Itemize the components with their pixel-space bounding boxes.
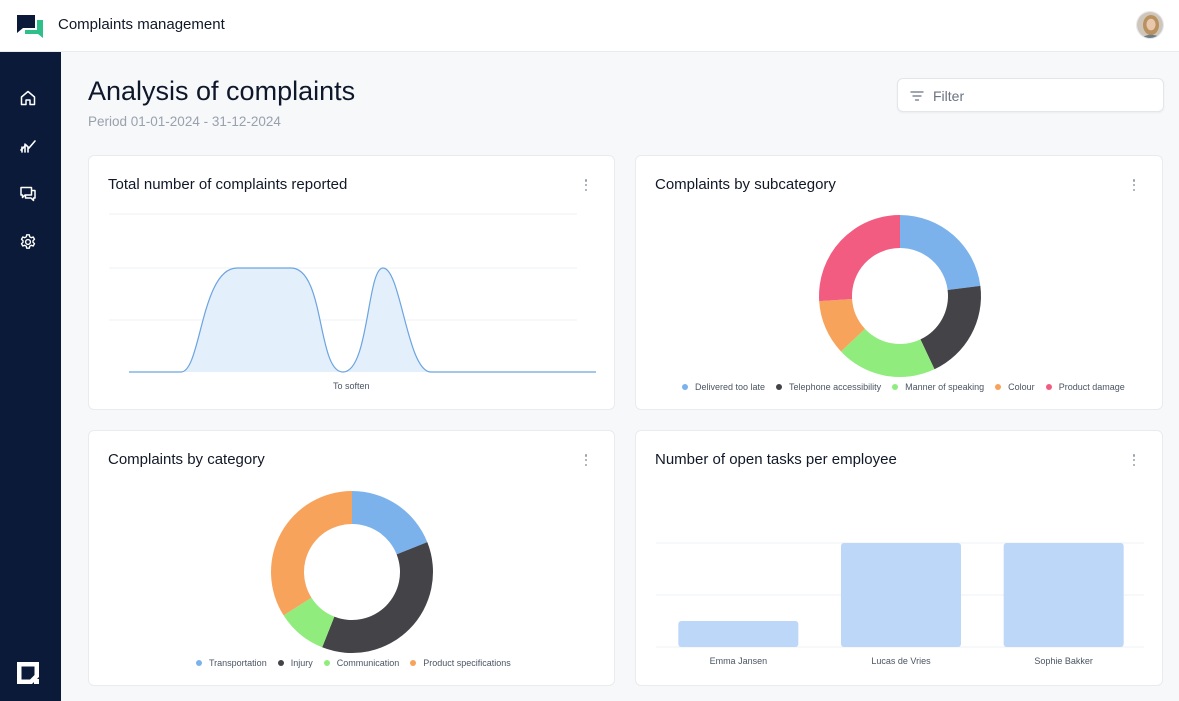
card-title: Total number of complaints reported <box>108 176 348 193</box>
settings-icon <box>20 234 36 249</box>
brand-logo-icon <box>17 662 39 684</box>
legend-dot <box>776 384 783 390</box>
bar[interactable] <box>678 621 799 647</box>
donut-chart-category <box>271 491 433 653</box>
legend-item[interactable]: Product specifications <box>410 658 511 668</box>
area-chart <box>109 213 596 373</box>
card-title: Complaints by category <box>108 451 265 468</box>
card-open-tasks-per-employee: Number of open tasks per employee Emma J… <box>635 430 1163 686</box>
sidebar <box>0 52 61 701</box>
legend-label: Colour <box>1008 382 1035 392</box>
more-options-icon[interactable] <box>1129 451 1139 469</box>
legend-dot <box>995 384 1002 390</box>
card-total-complaints: Total number of complaints reported To s… <box>88 155 615 410</box>
legend-item[interactable]: Injury <box>277 658 313 668</box>
pie-slice[interactable] <box>352 491 428 555</box>
top-bar: Complaints management <box>0 0 1179 52</box>
legend-item[interactable]: Transportation <box>196 658 267 668</box>
period-label: Period 01-01-2024 - 31-12-2024 <box>88 114 281 129</box>
sidebar-item-settings[interactable] <box>14 228 42 256</box>
x-axis-label: To soften <box>333 381 370 391</box>
chart-legend: Transportation Injury Communication Product… <box>196 658 511 668</box>
more-options-icon[interactable] <box>581 451 591 469</box>
pie-slice[interactable] <box>283 597 335 648</box>
card-complaints-by-category: Complaints by category Transportation Inj… <box>88 430 615 686</box>
x-tick-label: Emma Jansen <box>709 656 768 666</box>
sidebar-item-complaints[interactable] <box>14 180 42 208</box>
x-tick-label: Sophie Bakker <box>1034 656 1093 666</box>
chart-legend: Delivered too late Telephone accessibilit… <box>682 382 1125 392</box>
card-complaints-by-subcategory: Complaints by subcategory Delivered too … <box>635 155 1163 410</box>
legend-label: Communication <box>336 658 400 668</box>
legend-dot <box>892 384 899 390</box>
legend-label: Product damage <box>1058 382 1125 392</box>
legend-label: Injury <box>290 658 313 668</box>
app-title: Complaints management <box>58 16 225 33</box>
area-fill <box>129 268 596 372</box>
pie-slice[interactable] <box>819 299 866 352</box>
card-title: Complaints by subcategory <box>655 176 836 193</box>
pie-slice[interactable] <box>840 328 935 377</box>
pie-slice[interactable] <box>819 215 900 302</box>
analytics-icon <box>20 140 36 153</box>
legend-item[interactable]: Colour <box>995 382 1035 392</box>
legend-label: Transportation <box>209 658 267 668</box>
legend-label: Telephone accessibility <box>789 382 882 392</box>
pie-slice[interactable] <box>322 542 433 653</box>
legend-dot <box>277 660 284 666</box>
legend-dot <box>682 384 688 390</box>
pie-slice[interactable] <box>271 491 352 616</box>
legend-label: Manner of speaking <box>905 382 985 392</box>
legend-item[interactable]: Telephone accessibility <box>776 382 881 392</box>
page-title: Analysis of complaints <box>88 76 356 106</box>
pie-slice[interactable] <box>920 285 981 370</box>
filter-placeholder: Filter <box>933 88 965 104</box>
legend-dot <box>1045 384 1052 390</box>
legend-dot <box>410 660 417 666</box>
bar-chart-tasks <box>656 542 1144 648</box>
legend-item[interactable]: Delivered too late <box>682 382 765 392</box>
legend-dot <box>323 660 330 666</box>
pie-slice[interactable] <box>900 215 981 290</box>
x-tick-label: Lucas de Vries <box>871 656 931 666</box>
legend-item[interactable]: Manner of speaking <box>892 382 984 392</box>
donut-chart-subcategory <box>819 215 981 377</box>
legend-item[interactable]: Communication <box>323 658 400 668</box>
user-avatar[interactable] <box>1136 11 1164 39</box>
sidebar-item-analytics[interactable] <box>14 132 42 160</box>
home-icon <box>20 90 36 106</box>
legend-label: Product specifications <box>423 658 511 668</box>
card-title: Number of open tasks per employee <box>655 451 897 468</box>
area-line <box>129 267 596 373</box>
legend-dot <box>196 660 202 666</box>
chat-icon <box>20 186 36 202</box>
sidebar-item-home[interactable] <box>14 84 42 112</box>
more-options-icon[interactable] <box>581 176 591 194</box>
bar[interactable] <box>841 543 961 647</box>
legend-item[interactable]: Product damage <box>1045 382 1125 392</box>
legend-label: Delivered too late <box>695 382 766 392</box>
app-logo-icon[interactable] <box>16 13 44 39</box>
more-options-icon[interactable] <box>1129 176 1139 194</box>
filter-icon <box>910 91 924 101</box>
filter-input[interactable]: Filter <box>897 78 1164 112</box>
bar[interactable] <box>1003 543 1124 647</box>
